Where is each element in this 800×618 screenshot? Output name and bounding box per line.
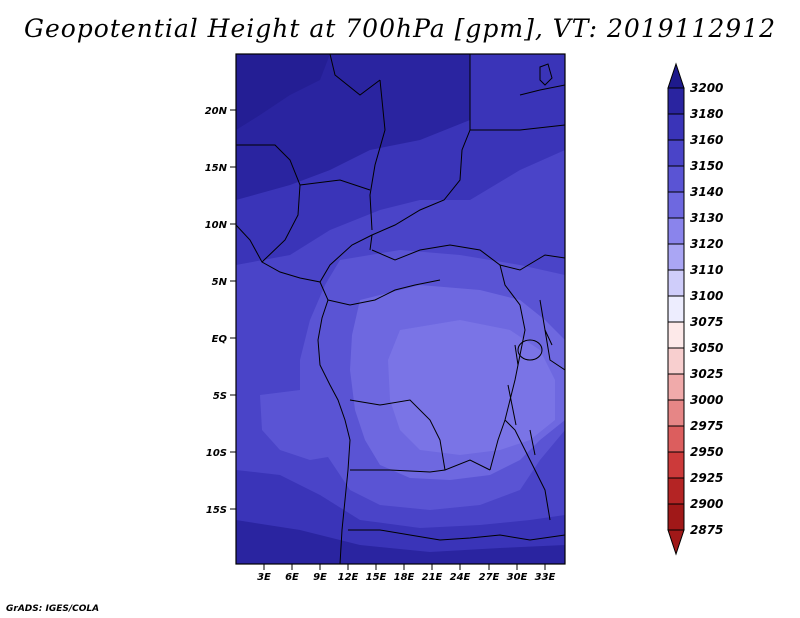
lon-tick-label: 15E xyxy=(366,572,387,583)
colorbar-label: 3140 xyxy=(690,185,723,199)
lakes xyxy=(507,329,553,456)
field-3125-core xyxy=(388,320,555,455)
colorbar-swatch xyxy=(667,243,685,271)
border-drc-east xyxy=(489,264,526,471)
lat-tick-label: 5S xyxy=(213,391,227,402)
chart-title: Geopotential Height at 700hPa [gpm], VT:… xyxy=(23,14,777,43)
lake-turkana xyxy=(544,329,553,346)
field-3140-sw xyxy=(260,390,345,460)
colorbar-label: 2875 xyxy=(690,523,723,537)
lon-tick-label: 18E xyxy=(394,572,415,583)
map-frame xyxy=(235,53,566,565)
colorbar-label: 2950 xyxy=(690,445,723,459)
lake-victoria xyxy=(517,339,543,361)
colorbar-swatch xyxy=(667,373,685,401)
colorbar-swatch xyxy=(667,321,685,349)
colorbar-swatch xyxy=(667,451,685,479)
lat-tick-label: 20N xyxy=(205,106,228,117)
lon-tick-label: 21E xyxy=(422,572,443,583)
boundaries xyxy=(236,54,565,564)
border-southern xyxy=(348,529,565,541)
grads-credit: GrADS: IGES/COLA xyxy=(6,604,100,614)
colorbar-bottom-arrow xyxy=(667,529,685,556)
border-niger-nigeria xyxy=(299,179,371,191)
coastline-west xyxy=(236,224,351,564)
lat-tick-label: 5N xyxy=(212,277,228,288)
colorbar-label: 2900 xyxy=(690,497,723,511)
border-angola-zambia xyxy=(350,459,491,473)
lat-tick-label: 15N xyxy=(205,163,228,174)
colorbar-label: 3180 xyxy=(690,107,723,121)
coast-red-sea xyxy=(539,63,553,86)
border-algeria-niger xyxy=(329,54,381,96)
colorbar-label: 3100 xyxy=(690,289,723,303)
field-3180-nw xyxy=(236,54,330,130)
colorbar-label: 3150 xyxy=(690,159,723,173)
colorbar-swatch xyxy=(667,269,685,297)
colorbar-label: 2975 xyxy=(690,419,723,433)
colorbar-label: 3025 xyxy=(690,367,723,381)
colorbar-swatch xyxy=(667,165,685,193)
lon-tick-label: 6E xyxy=(285,572,299,583)
field-3170-south xyxy=(236,520,565,564)
colorbar: 3200 3180 3160 3150 3140 3130 3120 3110 3100 3075… xyxy=(667,62,723,556)
lake-tanganyika xyxy=(507,384,517,426)
border-cameroon-south xyxy=(327,279,441,306)
lat-tick-label: 10S xyxy=(206,448,227,459)
border-libya-chad xyxy=(369,54,471,251)
colorbar-label: 3075 xyxy=(690,315,723,329)
lat-tick-label: 15S xyxy=(206,505,227,516)
colorbar-swatch xyxy=(667,425,685,453)
border-kenya-tanzania xyxy=(539,299,565,371)
lat-tick-label: 10N xyxy=(205,220,228,231)
border-nigeria-cameroon xyxy=(319,234,373,283)
colorbar-label: 3110 xyxy=(690,263,723,277)
lon-tick-label: 30E xyxy=(507,572,528,583)
colorbar-swatch xyxy=(667,347,685,375)
lon-tick-label: 12E xyxy=(338,572,359,583)
border-lake-malawi xyxy=(504,419,551,521)
height-field xyxy=(236,54,565,564)
lon-tick-label: 33E xyxy=(535,572,556,583)
lake-malawi xyxy=(529,429,536,456)
colorbar-label: 3120 xyxy=(690,237,723,251)
colorbar-swatch xyxy=(667,191,685,219)
lon-tick-label: 27E xyxy=(479,572,500,583)
colorbar-label: 3050 xyxy=(690,341,723,355)
border-sudan-north xyxy=(470,124,565,131)
colorbar-label: 3000 xyxy=(690,393,723,407)
colorbar-swatch xyxy=(667,139,685,167)
border-drc-angola xyxy=(349,399,446,471)
colorbar-label: 2925 xyxy=(690,471,723,485)
colorbar-label: 3200 xyxy=(690,81,723,95)
colorbar-swatch xyxy=(667,477,685,505)
colorbar-top-arrow xyxy=(667,62,685,89)
colorbar-swatch xyxy=(667,217,685,245)
colorbar-label: 3160 xyxy=(690,133,723,147)
border-egypt-sudan xyxy=(519,84,565,96)
colorbar-swatch xyxy=(667,87,685,115)
border-niger-chad xyxy=(369,79,386,231)
lat-tick-label: EQ xyxy=(212,334,228,345)
lon-tick-label: 3E xyxy=(257,572,271,583)
longitude-axis: 3E 6E 9E 12E 15E 18E 21E 24E 27E 30E 33E xyxy=(257,564,556,583)
colorbar-swatch xyxy=(667,503,685,531)
lake-albert xyxy=(514,344,519,366)
colorbar-label: 3130 xyxy=(690,211,723,225)
latitude-axis: 20N 15N 10N 5N EQ 5S 10S 15S xyxy=(205,106,236,516)
border-car-north xyxy=(371,244,565,271)
colorbar-swatch xyxy=(667,399,685,427)
lon-tick-label: 24E xyxy=(450,572,471,583)
lon-tick-label: 9E xyxy=(313,572,327,583)
colorbar-swatch xyxy=(667,295,685,323)
colorbar-swatch xyxy=(667,113,685,141)
